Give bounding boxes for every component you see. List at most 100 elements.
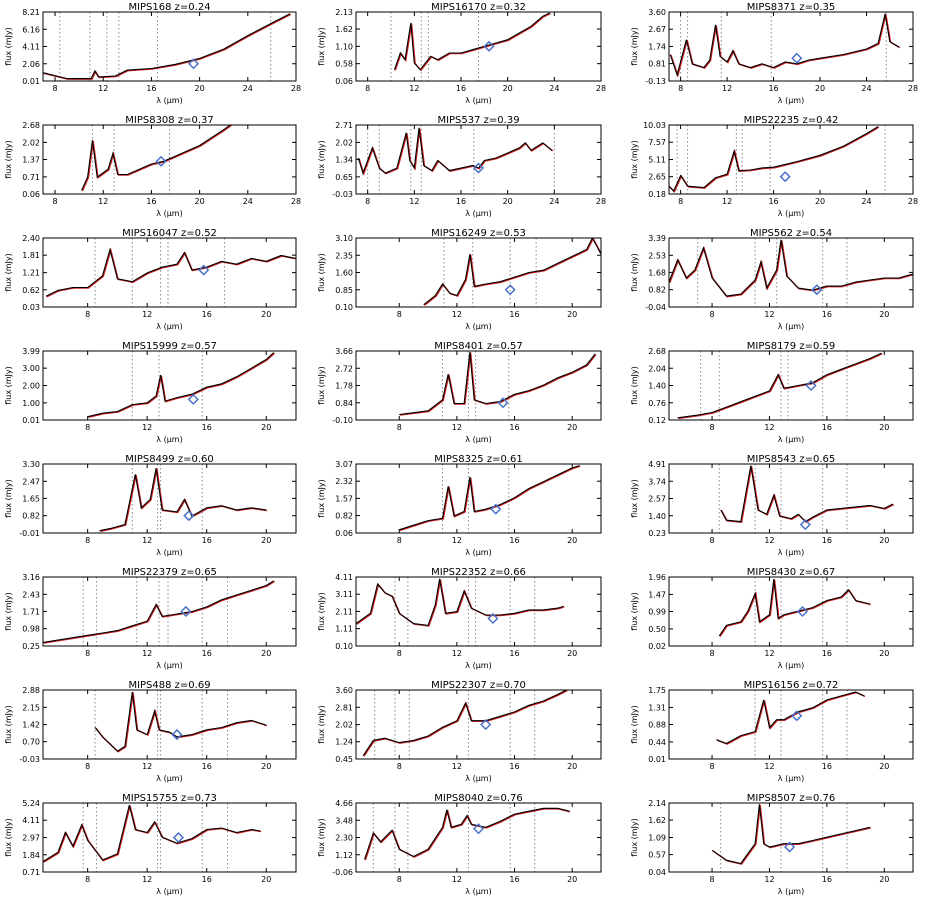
x-tick-label: 20 xyxy=(879,423,889,432)
spectrum-panel: 8 12 16 20 0.10 1.11 2.11 3.11 4.11 MIPS22352 z=0… xyxy=(317,567,602,670)
spectrum-panel: 8 12 16 20 -0.10 0.84 1.78 2.72 3.66 MIPS8401 z=0… xyxy=(317,341,602,444)
plot-area xyxy=(356,578,565,627)
x-tick-label: 8 xyxy=(85,649,90,658)
panel-title: MIPS8507 z=0.76 xyxy=(747,793,835,804)
x-axis-label: λ (μm) xyxy=(156,774,182,783)
panel-title: MIPS562 z=0.54 xyxy=(750,228,832,239)
plot-area xyxy=(393,12,551,72)
y-tick-label: 0.06 xyxy=(335,77,353,86)
x-axis-label: λ (μm) xyxy=(465,209,491,218)
x-tick-label: 16 xyxy=(146,197,156,206)
x-tick-label: 16 xyxy=(768,84,778,93)
y-tick-label: 0.71 xyxy=(22,173,40,182)
plot-area xyxy=(718,579,871,637)
y-tick-label: 3.30 xyxy=(22,460,40,469)
x-tick-label: 20 xyxy=(879,875,889,884)
x-tick-label: 12 xyxy=(142,310,152,319)
y-axis-label: flux (mJy) xyxy=(630,592,639,631)
x-tick-label: 16 xyxy=(146,84,156,93)
x-tick-label: 20 xyxy=(261,762,271,771)
spectrum-panel: 8 12 16 20 0.10 0.85 1.60 2.35 3.10 MIPS16249 z=0… xyxy=(317,228,602,331)
spectrum-line xyxy=(43,804,261,862)
spectrum-line xyxy=(399,352,596,416)
y-tick-label: 0.65 xyxy=(335,173,353,182)
model-fit-line xyxy=(424,238,601,306)
x-tick-label: 20 xyxy=(261,536,271,545)
y-tick-label: 1.10 xyxy=(335,42,353,51)
y-tick-label: 0.04 xyxy=(648,868,666,877)
panel-title: MIPS8543 z=0.65 xyxy=(747,454,835,465)
x-tick-label: 12 xyxy=(722,84,732,93)
spectrum-line xyxy=(716,691,865,745)
x-tick-label: 16 xyxy=(509,762,519,771)
plot-area xyxy=(711,804,871,865)
spectrum-panel: 8 12 16 20 24 28 0.18 2.65 5.11 7.57 10.03 MIPS2223… xyxy=(630,115,918,218)
y-tick-label: 1.11 xyxy=(335,625,353,634)
x-tick-label: 8 xyxy=(397,310,402,319)
plot-area xyxy=(669,13,901,78)
y-tick-label: -0.13 xyxy=(645,77,666,86)
photometry-marker xyxy=(805,379,817,392)
x-axis-label: λ (μm) xyxy=(156,322,182,331)
x-tick-label: 8 xyxy=(397,875,402,884)
y-tick-label: 4.11 xyxy=(22,43,40,52)
x-tick-label: 16 xyxy=(509,649,519,658)
y-tick-label: 2.53 xyxy=(648,251,666,260)
y-axis-label: flux (mJy) xyxy=(630,140,639,179)
x-tick-label: 24 xyxy=(549,84,559,93)
x-tick-label: 8 xyxy=(85,875,90,884)
model-fit-line xyxy=(46,247,296,298)
plot-area xyxy=(87,352,275,418)
y-tick-label: 0.84 xyxy=(335,399,353,408)
y-tick-label: 1.12 xyxy=(335,851,353,860)
x-tick-label: 20 xyxy=(567,762,577,771)
y-tick-label: 0.57 xyxy=(648,851,666,860)
x-tick-label: 8 xyxy=(85,536,90,545)
x-tick-label: 12 xyxy=(142,762,152,771)
y-tick-label: 8.21 xyxy=(22,8,40,17)
plot-area xyxy=(399,465,581,532)
y-axis-label: flux (mJy) xyxy=(317,366,326,405)
y-tick-label: 3.39 xyxy=(648,234,666,243)
plot-area xyxy=(399,352,597,416)
y-axis-label: flux (mJy) xyxy=(317,818,326,857)
plot-area xyxy=(43,13,292,80)
x-tick-label: 8 xyxy=(85,310,90,319)
x-tick-label: 20 xyxy=(503,197,513,206)
y-tick-label: 2.72 xyxy=(335,364,353,373)
y-tick-label: 1.84 xyxy=(22,851,40,860)
plot-frame xyxy=(355,124,602,195)
y-tick-label: 0.82 xyxy=(22,512,40,521)
y-tick-label: 0.98 xyxy=(22,625,40,634)
spectrum-panel: 8 12 16 20 -0.01 0.82 1.65 2.47 3.30 MIPS8499 z=0… xyxy=(4,454,297,557)
x-tick-label: 8 xyxy=(397,762,402,771)
model-fit-line xyxy=(43,805,262,863)
x-tick-label: 12 xyxy=(98,84,108,93)
panel-title: MIPS15755 z=0.73 xyxy=(122,793,217,804)
x-tick-label: 16 xyxy=(509,536,519,545)
panel-title: MIPS488 z=0.69 xyxy=(128,680,210,691)
photometry-marker xyxy=(472,162,485,174)
y-tick-label: 3.48 xyxy=(335,816,353,825)
x-tick-label: 20 xyxy=(815,197,825,206)
y-tick-label: 0.82 xyxy=(648,286,666,295)
spectrum-panel: 8 12 16 20 0.01 0.44 0.88 1.31 1.75 MIPS16156 z=0… xyxy=(630,680,914,783)
plot-area xyxy=(669,126,880,193)
panel-title: MIPS8371 z=0.35 xyxy=(747,2,835,13)
x-axis-label: λ (μm) xyxy=(156,96,182,105)
y-axis-label: flux (mJy) xyxy=(4,27,13,66)
spectrum-line xyxy=(711,804,871,865)
plot-frame xyxy=(668,350,914,421)
y-tick-label: 0.82 xyxy=(335,512,353,521)
plot-area xyxy=(94,691,268,753)
y-tick-label: 2.47 xyxy=(22,477,40,486)
x-tick-label: 16 xyxy=(202,649,212,658)
plot-frame xyxy=(42,689,297,760)
model-fit-line xyxy=(720,466,895,524)
spectrum-panel: 8 12 16 20 0.23 1.40 2.57 3.74 4.91 MIPS8543 z=0.… xyxy=(630,454,914,557)
x-tick-label: 8 xyxy=(85,762,90,771)
x-tick-label: 20 xyxy=(261,649,271,658)
x-tick-label: 12 xyxy=(452,875,462,884)
y-tick-label: 1.47 xyxy=(648,590,666,599)
